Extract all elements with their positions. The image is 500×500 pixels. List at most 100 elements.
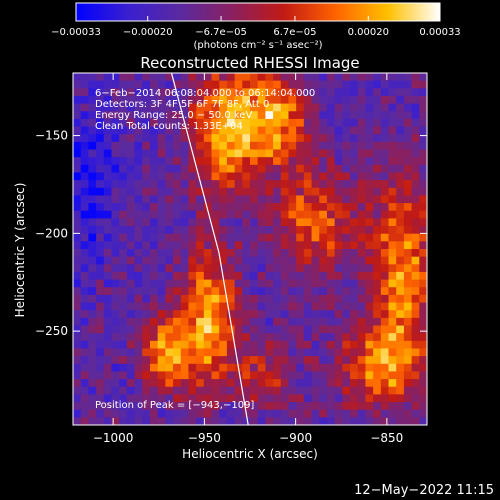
heatmap-cell — [149, 118, 159, 127]
heatmap-cell — [350, 256, 359, 265]
heatmap-cell — [357, 157, 366, 166]
heatmap-cell — [111, 402, 120, 411]
heatmap-cell — [350, 226, 359, 235]
heatmap-cell — [357, 279, 366, 288]
heatmap-cell — [311, 73, 320, 82]
heatmap-cell — [380, 126, 389, 135]
heatmap-cell — [211, 164, 220, 173]
heatmap-cell — [288, 287, 297, 296]
heatmap-cell — [73, 118, 82, 127]
heatmap-cell — [119, 363, 128, 372]
heatmap-cell — [103, 256, 112, 265]
heatmap-cell — [126, 118, 135, 127]
heatmap-cell — [157, 386, 166, 395]
heatmap-cell — [211, 73, 220, 82]
heatmap-cell — [257, 103, 266, 112]
heatmap-cell — [80, 386, 89, 395]
heatmap-cell — [226, 363, 236, 372]
heatmap-cell — [296, 180, 305, 189]
heatmap-cell — [196, 118, 205, 127]
heatmap-cell — [365, 88, 374, 97]
heatmap-cell — [203, 310, 212, 319]
heatmap-cell — [280, 126, 289, 135]
heatmap-cell — [265, 141, 274, 150]
heatmap-cell — [250, 279, 259, 288]
heatmap-cell — [326, 348, 336, 357]
heatmap-cell — [334, 118, 343, 127]
heatmap-cell — [173, 287, 182, 296]
heatmap-cell — [365, 325, 374, 334]
heatmap-cell — [88, 409, 97, 418]
heatmap-cell — [265, 149, 274, 158]
heatmap-cell — [342, 394, 351, 403]
heatmap-cell — [365, 141, 374, 150]
heatmap-cell — [365, 73, 374, 82]
heatmap-cell — [288, 103, 297, 112]
heatmap-cell — [303, 218, 312, 227]
heatmap-cell — [273, 111, 282, 120]
heatmap-cell — [211, 409, 220, 418]
heatmap-cell — [350, 172, 359, 181]
heatmap-cell — [173, 294, 182, 303]
heatmap-cell — [257, 310, 266, 319]
heatmap-cell — [311, 271, 320, 281]
heatmap-cell — [226, 394, 236, 403]
heatmap-cell — [265, 310, 274, 319]
heatmap-cell — [250, 348, 259, 357]
heatmap-cell — [149, 371, 159, 380]
heatmap-cell — [257, 187, 266, 196]
heatmap-cell — [149, 271, 159, 281]
heatmap-cell — [280, 287, 289, 296]
heatmap-cell — [296, 325, 305, 334]
heatmap-cell — [142, 271, 151, 281]
heatmap-cell — [242, 103, 251, 112]
heatmap-cell — [119, 379, 128, 388]
heatmap-cell — [157, 417, 166, 425]
heatmap-cell — [388, 134, 397, 143]
heatmap-cell — [165, 249, 174, 258]
heatmap-cell — [357, 195, 366, 204]
heatmap-cell — [365, 302, 374, 311]
heatmap-cell — [296, 417, 305, 425]
heatmap-cell — [396, 356, 405, 365]
heatmap-cell — [303, 310, 312, 319]
heatmap-cell — [173, 348, 182, 357]
heatmap-cell — [226, 233, 236, 242]
heatmap-cell — [380, 340, 389, 349]
heatmap-cell — [296, 187, 305, 196]
heatmap-cell — [149, 348, 159, 357]
heatmap-cell — [149, 310, 159, 319]
heatmap-cell — [350, 233, 359, 242]
heatmap-cell — [326, 241, 336, 250]
heatmap-cell — [396, 386, 405, 395]
heatmap-cell — [211, 325, 220, 334]
heatmap-cell — [119, 134, 128, 143]
heatmap-cell — [211, 294, 220, 303]
heatmap-cell — [149, 80, 159, 89]
heatmap-cell — [157, 157, 166, 166]
heatmap-cell — [296, 149, 305, 158]
heatmap-cell — [388, 363, 397, 372]
heatmap-cell — [265, 180, 274, 189]
heatmap-cell — [350, 195, 359, 204]
heatmap-cell — [373, 379, 382, 388]
heatmap-cell — [142, 241, 151, 250]
heatmap-cell — [311, 264, 320, 273]
heatmap-cell — [357, 233, 366, 242]
heatmap-cell — [396, 371, 405, 380]
heatmap-cell — [188, 287, 197, 296]
heatmap-cell — [303, 195, 312, 204]
heatmap-cell — [357, 88, 366, 97]
heatmap-cell — [180, 203, 189, 212]
heatmap-cell — [342, 233, 351, 242]
heatmap-cell — [211, 333, 220, 342]
heatmap-cell — [203, 187, 212, 196]
heatmap-cell — [126, 249, 135, 258]
heatmap-cell — [73, 195, 82, 204]
heatmap-cell — [203, 294, 212, 303]
heatmap-cell — [242, 164, 251, 173]
heatmap-cell — [326, 218, 336, 227]
heatmap-cell — [73, 164, 82, 173]
heatmap-cell — [342, 210, 351, 219]
heatmap-cell — [365, 379, 374, 388]
